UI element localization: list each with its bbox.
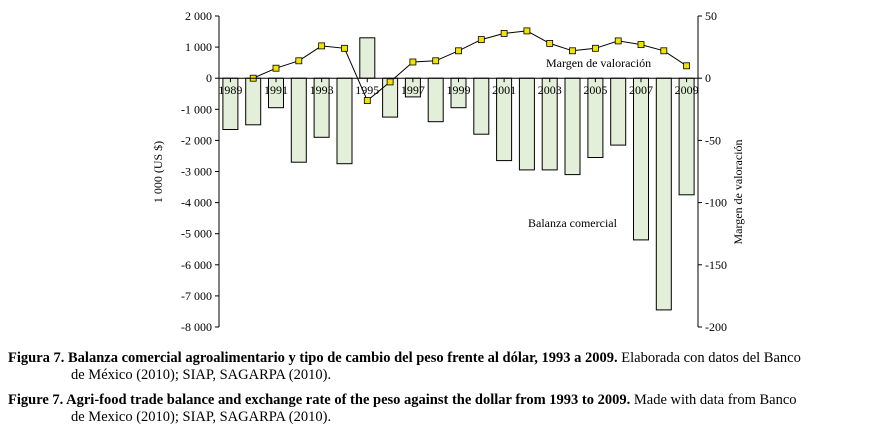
annotation-margin: Margen de valoración (546, 56, 651, 70)
caption-english-title: Figure 7. Agri-food trade balance and ex… (8, 392, 631, 408)
bar-2004 (564, 77, 581, 176)
x-tick-label: 2007 (629, 83, 653, 97)
right-tick-label: 0 (705, 71, 711, 85)
left-tick-label: -5 000 (181, 227, 212, 241)
x-tick-label: 2009 (675, 83, 699, 97)
margin-point (614, 37, 622, 45)
left-tick-label: 1 000 (185, 40, 212, 54)
left-tick-label: -2 000 (181, 133, 212, 147)
margin-point (477, 36, 485, 43)
left-tick-label: 2 000 (185, 9, 212, 23)
right-axis-title: Margen de valoración (731, 139, 745, 244)
left-tick-label: -8 000 (181, 320, 212, 334)
margin-point (318, 42, 326, 50)
right-tick-label: -150 (705, 258, 727, 272)
bar-1992 (290, 77, 307, 163)
margin-point (569, 47, 576, 55)
bar-1995 (359, 37, 376, 79)
caption-english: Figure 7. Agri-food trade balance and ex… (8, 392, 894, 426)
bar-2007 (633, 77, 649, 241)
margin-point (660, 47, 668, 55)
right-tick-label: -200 (705, 320, 727, 334)
bar-2006 (610, 77, 627, 146)
right-tick-label: -50 (705, 133, 721, 147)
axes-layer (215, 15, 702, 328)
margin-point (295, 57, 303, 65)
left-tick-label: -6 000 (181, 258, 212, 272)
left-tick-label: -1 000 (181, 102, 212, 116)
trade-balance-chart: 2 000 1 000 0 -1 000 -2 000 -3 000 -4 000 -5 00… (151, 9, 745, 334)
x-tick-label: 1997 (401, 83, 425, 97)
bar-2002 (518, 77, 535, 171)
x-tick-label: 1999 (447, 83, 471, 97)
caption-spanish-source: de México (2010); SIAP, SAGARPA (2010). (71, 367, 332, 383)
bar-2000 (473, 77, 490, 135)
margin-point (546, 40, 554, 47)
x-tick-label: 2005 (583, 83, 607, 97)
labels-layer: 2 000 1 000 0 -1 000 -2 000 -3 000 -4 000 -5 00… (151, 9, 745, 334)
margin-point (500, 29, 508, 37)
margin-point (386, 78, 394, 86)
left-tick-label: -4 000 (181, 196, 212, 210)
caption-english-text: Made with data from Banco (630, 392, 797, 408)
caption-english-source: de Mexico (2010); SIAP, SAGARPA (2010). (71, 409, 332, 425)
margin-point (683, 62, 690, 70)
right-tick-label: -100 (705, 196, 727, 210)
margin-point (341, 44, 348, 52)
bars-layer (222, 37, 695, 311)
x-tick-label: 2003 (538, 83, 562, 97)
caption-spanish: Figura 7. Balanza comercial agroalimenta… (8, 350, 894, 384)
bar-1990 (245, 77, 262, 126)
margin-point (523, 27, 531, 35)
left-tick-label: -7 000 (181, 289, 212, 303)
caption-spanish-text: Elaborada con datos del Banco (617, 350, 801, 366)
bar-1998 (427, 77, 444, 123)
x-tick-label: 1993 (310, 83, 334, 97)
margin-point (455, 47, 462, 55)
margin-point (592, 44, 599, 52)
right-tick-label: 50 (705, 9, 717, 23)
x-tick-label: 1989 (218, 83, 242, 97)
left-tick-label: -3 000 (181, 165, 212, 179)
bar-1994 (336, 77, 353, 165)
margin-point (409, 58, 417, 66)
margin-point (363, 97, 371, 104)
annotation-balance: Balanza comercial (528, 216, 618, 230)
left-tick-label: 0 (206, 71, 212, 85)
caption-spanish-title: Figura 7. Balanza comercial agroalimenta… (8, 350, 618, 366)
x-tick-label: 2001 (492, 83, 516, 97)
margin-line (252, 30, 687, 102)
margin-point (272, 64, 280, 72)
margin-point (637, 41, 645, 48)
x-tick-label: 1991 (264, 83, 288, 97)
x-tick-label: 1995 (355, 83, 379, 97)
bar-2008 (655, 77, 672, 311)
left-axis-title: 1 000 (US $) (151, 141, 165, 203)
margin-point (432, 57, 440, 65)
